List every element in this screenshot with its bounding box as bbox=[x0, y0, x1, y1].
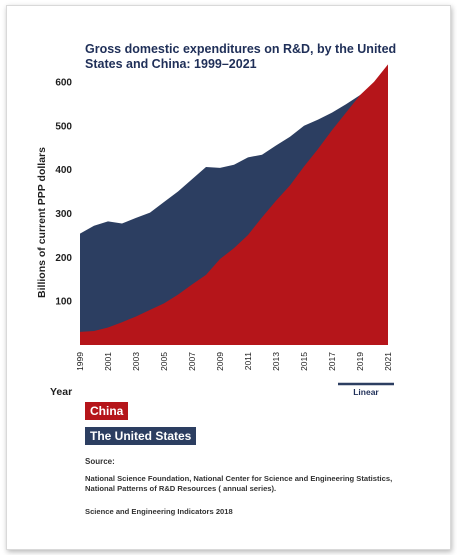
x-tick-label: 2013 bbox=[271, 352, 281, 371]
y-tick-label: 500 bbox=[55, 121, 72, 132]
y-tick-label: 400 bbox=[55, 165, 72, 176]
source-label: Source: bbox=[85, 457, 115, 466]
source-indicators: Science and Engineering Indicators 2018 bbox=[85, 507, 233, 516]
x-tick-label: 2001 bbox=[103, 352, 113, 371]
y-tick-label: 600 bbox=[55, 77, 72, 88]
y-tick-label: 300 bbox=[55, 209, 72, 220]
y-tick-label: 200 bbox=[55, 253, 72, 264]
source-text: National Science Foundation, National Ce… bbox=[85, 474, 415, 493]
x-tick-label: 2017 bbox=[327, 352, 337, 371]
x-tick-label: 2007 bbox=[187, 352, 197, 371]
linear-segment-label: Linear bbox=[353, 387, 379, 397]
x-tick-label: 2011 bbox=[243, 352, 253, 371]
legend-us: The United States bbox=[85, 427, 196, 445]
x-tick-label: 2009 bbox=[215, 352, 225, 371]
y-axis-label: Billions of current PPP dollars bbox=[36, 147, 48, 298]
y-tick-label: 100 bbox=[55, 297, 72, 308]
x-tick-label: 2019 bbox=[355, 352, 365, 371]
x-axis-label: Year bbox=[50, 386, 72, 398]
x-tick-label: 2015 bbox=[299, 352, 309, 371]
x-tick-label: 2021 bbox=[383, 352, 393, 371]
x-tick-label: 1999 bbox=[75, 352, 85, 371]
x-tick-label: 2005 bbox=[159, 352, 169, 371]
legend-china: China bbox=[85, 402, 128, 420]
x-tick-label: 2003 bbox=[131, 352, 141, 371]
